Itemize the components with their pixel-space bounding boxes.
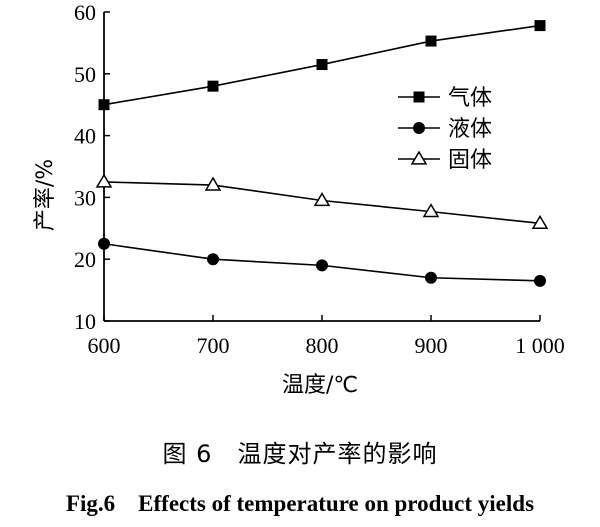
legend-label: 固体 (448, 148, 492, 173)
data-point (98, 237, 110, 250)
y-tick-label: 30 (74, 185, 96, 210)
data-point (207, 80, 219, 92)
data-point (207, 253, 219, 266)
x-tick-label: 600 (88, 333, 121, 358)
y-tick-label: 40 (74, 124, 96, 149)
figure-caption-english: Fig.6 Effects of temperature on product … (65, 491, 535, 516)
data-point (531, 214, 549, 230)
y-tick-label: 10 (74, 309, 96, 334)
data-point (534, 274, 546, 287)
series-square (98, 20, 546, 111)
series-circle (98, 237, 546, 287)
y-axis-label: 产率/% (33, 159, 58, 231)
legend-item: 液体 (398, 117, 492, 142)
data-point (425, 35, 437, 47)
legend-marker (413, 122, 425, 134)
y-tick-label: 60 (74, 0, 96, 25)
legend-marker (410, 150, 428, 165)
x-tick-label: 1 000 (515, 333, 565, 358)
data-point (316, 259, 328, 272)
legend-label: 液体 (448, 117, 492, 142)
series-triangle-open (95, 173, 549, 230)
figure-caption-chinese: 图 6 温度对产率的影响 (162, 440, 438, 468)
legend-item: 固体 (398, 148, 492, 173)
data-point (98, 99, 110, 111)
data-point (204, 176, 222, 191)
data-point (316, 59, 328, 71)
y-tick-label: 20 (74, 247, 96, 272)
chart-axes: 10 20 30 40 50 60 600 700 800 900 1 000 (74, 0, 565, 358)
data-point (425, 271, 437, 284)
x-tick-label: 900 (415, 333, 448, 358)
data-point (313, 192, 331, 207)
series-layer (95, 20, 549, 287)
data-point (422, 203, 440, 218)
data-point (95, 173, 113, 188)
x-axis-label: 温度/℃ (282, 373, 358, 398)
x-tick-label: 700 (197, 333, 230, 358)
x-tick-label: 800 (306, 333, 339, 358)
y-tick-label: 50 (74, 62, 96, 87)
data-point (534, 20, 546, 32)
legend-item: 气体 (398, 86, 492, 111)
legend-label: 气体 (448, 86, 492, 111)
legend-marker (413, 91, 425, 103)
